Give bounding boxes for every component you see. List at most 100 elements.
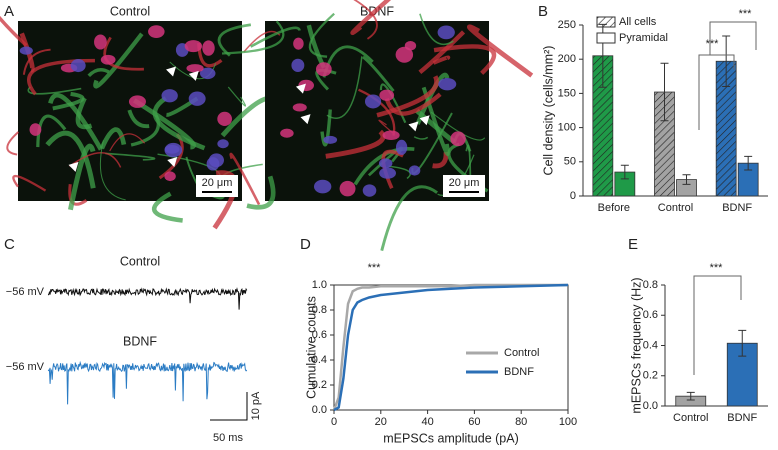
cell-body [379,89,395,101]
scale-y-label: 10 pA [250,391,262,420]
cell-body [323,135,338,144]
y-tick-label: 0.0 [312,404,327,416]
process [68,143,96,211]
process [378,119,394,134]
potential-label: −56 mV [6,286,45,298]
y-tick-label: 0.4 [312,354,327,366]
cell-body [202,40,215,56]
process [151,191,183,223]
y-axis-label: Cell density (cells/mm²) [541,46,555,176]
process [99,140,126,201]
process [169,61,217,80]
potential-label: −56 mV [6,361,45,373]
x-axis-label: mEPSCs amplitude (pA) [383,431,518,445]
process [45,130,96,189]
y-tick-label: 50 [564,156,576,168]
process [419,13,454,46]
cell-body [313,179,332,194]
y-tick-label: 0.0 [643,400,658,412]
process [421,86,450,157]
x-tick-label: Control [673,412,708,424]
y-tick-label: 0.2 [643,370,658,382]
y-tick-label: 0.8 [643,279,658,291]
significance: *** [739,8,753,20]
x-tick-label: Control [658,202,693,214]
image-title: Control [110,4,150,18]
cell-body [206,157,220,171]
cell-body [199,67,216,80]
process [418,30,466,75]
arrowhead [68,161,79,172]
cell-body [217,139,229,149]
cell-body [184,40,203,53]
panel-letter: B [538,3,548,20]
process [362,55,395,93]
process [127,109,150,129]
panel-letter: A [4,3,14,20]
arrowhead [419,115,430,126]
process [87,68,110,78]
process [19,32,35,73]
cell-body [100,54,116,65]
cell-body [161,89,178,103]
cell-body [408,165,421,176]
process [320,109,332,147]
trace [47,287,248,310]
scale-label: 20 μm [449,177,480,189]
y-tick-label: 0.6 [643,309,658,321]
trace [47,360,248,405]
y-tick-label: 0.8 [312,304,327,316]
panel-letter: E [628,236,638,253]
error-bar [660,62,669,122]
scale-bars [210,392,248,421]
x-tick-label: 20 [375,416,387,428]
cell-body [217,111,233,126]
x-tick-label: 100 [559,416,577,428]
process [6,131,20,156]
y-tick-label: 150 [558,87,576,99]
arrowhead [300,114,311,125]
y-tick-label: 0.4 [643,339,658,351]
process [48,92,103,151]
cell-body [364,94,382,109]
cell-body [437,25,455,40]
process [381,149,404,190]
micrograph [221,0,534,252]
process [221,20,285,55]
x-tick-label: Before [598,202,630,214]
cell-body [379,167,396,179]
y-tick-label: 0 [570,190,576,202]
cell-body [164,171,176,182]
error-bar [686,391,695,401]
cell-body [188,91,206,106]
cell-body [438,78,457,91]
arrowhead [167,156,178,167]
process [376,75,439,118]
y-tick-label: 0.2 [312,379,327,391]
arrowhead [408,121,419,132]
cell-body [395,139,408,155]
x-tick-label: 0 [331,416,337,428]
process [217,23,252,57]
error-bar [722,35,731,88]
process [99,127,127,150]
process [93,32,144,89]
process [152,96,206,151]
process [466,24,534,78]
arrowhead [166,66,177,77]
process [384,92,442,116]
process [250,26,301,48]
y-axis-label: mEPSCs frequency (Hz) [629,277,643,413]
bracket [709,21,757,55]
bracket [693,275,742,375]
cell-body [292,103,307,112]
cell-body [70,59,86,73]
cell-body [94,34,107,50]
process [380,185,438,252]
trace-title: BDNF [123,334,157,348]
process [388,165,411,180]
error-bar [738,329,747,357]
error-bar [620,164,629,180]
cell-body [291,58,305,72]
